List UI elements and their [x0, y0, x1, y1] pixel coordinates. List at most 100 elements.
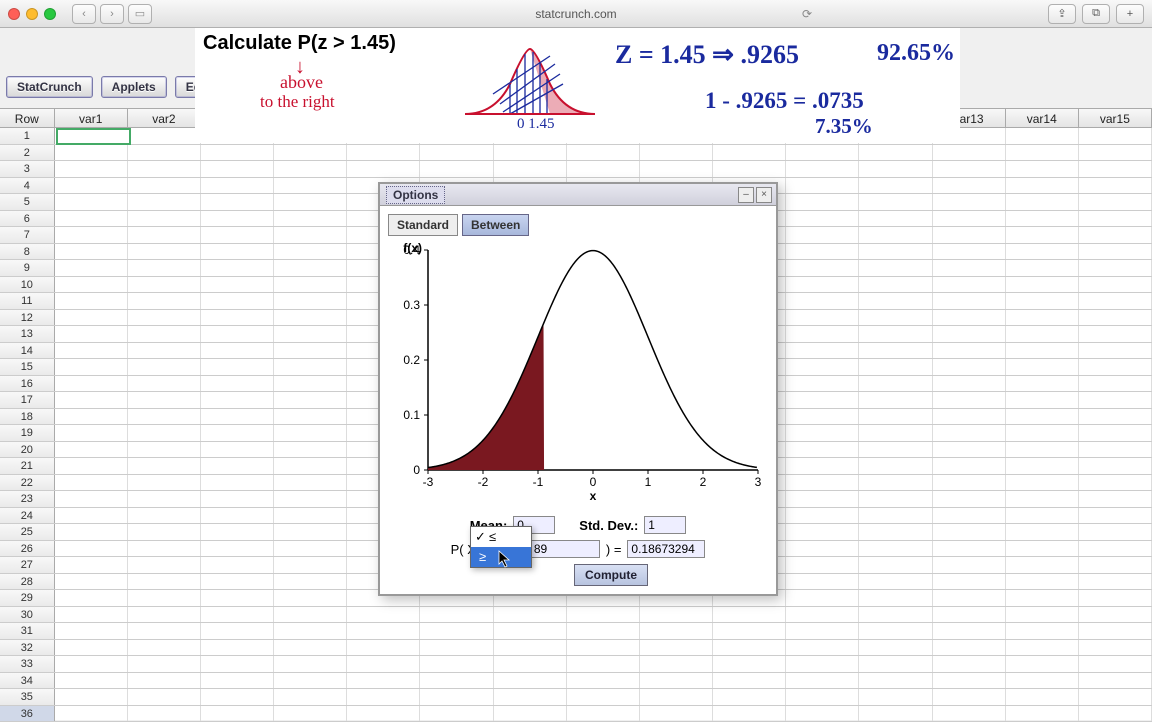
cell[interactable] — [933, 442, 1006, 458]
cell[interactable] — [933, 211, 1006, 227]
cell[interactable] — [640, 706, 713, 722]
cell[interactable] — [859, 326, 932, 342]
cell[interactable] — [55, 425, 128, 441]
cell[interactable] — [786, 508, 859, 524]
cell[interactable] — [1006, 343, 1079, 359]
table-row[interactable]: 2 — [0, 145, 1152, 162]
px-result-input[interactable] — [627, 540, 705, 558]
cell[interactable] — [786, 574, 859, 590]
cell[interactable] — [1006, 656, 1079, 672]
cell[interactable] — [274, 326, 347, 342]
cell[interactable] — [786, 409, 859, 425]
cell[interactable] — [420, 623, 493, 639]
cell[interactable] — [1079, 475, 1152, 491]
cell[interactable] — [55, 409, 128, 425]
options-button[interactable]: Options — [386, 186, 445, 204]
cell[interactable] — [933, 145, 1006, 161]
cell[interactable] — [201, 260, 274, 276]
cell[interactable] — [859, 640, 932, 656]
cell[interactable] — [859, 623, 932, 639]
row-number[interactable]: 19 — [0, 425, 55, 441]
cell[interactable] — [933, 607, 1006, 623]
cell[interactable] — [1079, 508, 1152, 524]
cell[interactable] — [274, 293, 347, 309]
cell[interactable] — [274, 376, 347, 392]
cell[interactable] — [859, 277, 932, 293]
cell[interactable] — [347, 706, 420, 722]
cell[interactable] — [640, 656, 713, 672]
cell[interactable] — [201, 359, 274, 375]
cell[interactable] — [274, 244, 347, 260]
cell[interactable] — [567, 161, 640, 177]
cell[interactable] — [859, 161, 932, 177]
cell[interactable] — [55, 293, 128, 309]
cell[interactable] — [274, 640, 347, 656]
cell[interactable] — [201, 425, 274, 441]
cell[interactable] — [1079, 277, 1152, 293]
row-number[interactable]: 30 — [0, 607, 55, 623]
cell[interactable] — [201, 689, 274, 705]
cell[interactable] — [201, 673, 274, 689]
cell[interactable] — [347, 640, 420, 656]
cell[interactable] — [567, 640, 640, 656]
cell[interactable] — [640, 673, 713, 689]
cell[interactable] — [786, 673, 859, 689]
cell[interactable] — [128, 689, 201, 705]
cell[interactable] — [1006, 574, 1079, 590]
cell[interactable] — [201, 524, 274, 540]
cell[interactable] — [128, 623, 201, 639]
cell[interactable] — [494, 607, 567, 623]
cell[interactable] — [1006, 277, 1079, 293]
cell[interactable] — [347, 673, 420, 689]
row-number[interactable]: 4 — [0, 178, 55, 194]
cell[interactable] — [201, 326, 274, 342]
cell[interactable] — [1079, 128, 1152, 144]
cell[interactable] — [786, 178, 859, 194]
cell[interactable] — [713, 656, 786, 672]
cell[interactable] — [1079, 541, 1152, 557]
cell[interactable] — [859, 376, 932, 392]
cell[interactable] — [713, 640, 786, 656]
cell[interactable] — [201, 409, 274, 425]
cell[interactable] — [201, 640, 274, 656]
cell[interactable] — [933, 260, 1006, 276]
row-number[interactable]: 26 — [0, 541, 55, 557]
cell[interactable] — [55, 359, 128, 375]
cell[interactable] — [128, 211, 201, 227]
cell[interactable] — [274, 277, 347, 293]
cell[interactable] — [567, 145, 640, 161]
cell[interactable] — [494, 706, 567, 722]
cell[interactable] — [567, 607, 640, 623]
cell[interactable] — [1079, 392, 1152, 408]
px-value-input[interactable] — [530, 540, 600, 558]
cell[interactable] — [201, 623, 274, 639]
row-number[interactable]: 8 — [0, 244, 55, 260]
cell[interactable] — [55, 656, 128, 672]
cell[interactable] — [201, 277, 274, 293]
cell[interactable] — [786, 475, 859, 491]
cell[interactable] — [128, 326, 201, 342]
close-window[interactable] — [8, 8, 20, 20]
row-number[interactable]: 15 — [0, 359, 55, 375]
cell[interactable] — [786, 260, 859, 276]
cell[interactable] — [1006, 178, 1079, 194]
cell[interactable] — [859, 508, 932, 524]
cell[interactable] — [494, 673, 567, 689]
cell[interactable] — [128, 425, 201, 441]
cell[interactable] — [786, 277, 859, 293]
cell[interactable] — [933, 623, 1006, 639]
cell[interactable] — [55, 491, 128, 507]
row-number[interactable]: 24 — [0, 508, 55, 524]
cell[interactable] — [274, 310, 347, 326]
cell[interactable] — [420, 161, 493, 177]
statcrunch-button[interactable]: StatCrunch — [6, 76, 93, 98]
cell[interactable] — [1079, 491, 1152, 507]
cell[interactable] — [1006, 145, 1079, 161]
cell[interactable] — [201, 557, 274, 573]
cell[interactable] — [859, 227, 932, 243]
cell[interactable] — [933, 524, 1006, 540]
cell[interactable] — [55, 623, 128, 639]
row-number[interactable]: 6 — [0, 211, 55, 227]
row-number[interactable]: 14 — [0, 343, 55, 359]
cell[interactable] — [128, 194, 201, 210]
